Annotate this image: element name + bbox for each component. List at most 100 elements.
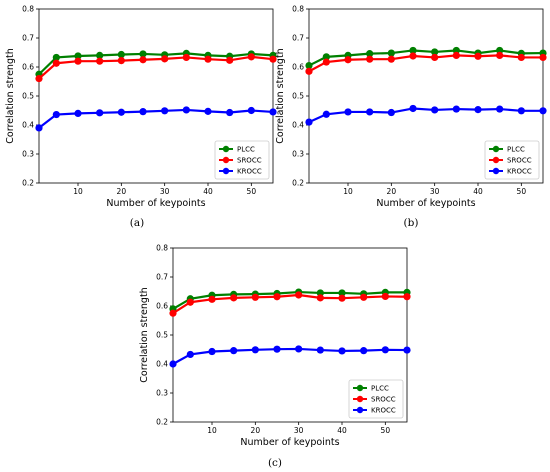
- chart-panel-b: 0.2 0.3 0.4 0.5 0.6 0.7 0.8 10 20 30 40 50 Number of…: [275, 5, 547, 229]
- data-point-plcc: [366, 50, 374, 58]
- data-point-krocc: [517, 107, 525, 115]
- y-tick-label: 0.6: [156, 302, 168, 311]
- data-point-srocc: [366, 55, 374, 63]
- data-point-plcc: [431, 48, 439, 56]
- data-point-krocc: [251, 346, 259, 354]
- legend-marker-srocc: [222, 156, 230, 164]
- x-tick-label: 10: [343, 187, 353, 196]
- data-point-krocc: [186, 350, 194, 359]
- data-point-krocc: [295, 345, 303, 353]
- legend-label-krocc: KROCC: [507, 168, 532, 176]
- data-point-srocc: [117, 57, 125, 65]
- y-tick-label: 0.3: [22, 150, 34, 159]
- x-axis-label: Number of keypoints: [376, 198, 475, 209]
- y-tick-label: 0.3: [156, 389, 168, 398]
- x-tick-label: 20: [117, 187, 127, 196]
- legend-marker-plcc: [356, 384, 364, 392]
- data-point-plcc: [409, 46, 417, 55]
- x-tick-label: 50: [247, 187, 257, 196]
- data-point-krocc: [403, 346, 411, 354]
- series-plcc: [35, 49, 277, 78]
- data-point-krocc: [344, 108, 352, 116]
- data-point-srocc: [35, 75, 43, 83]
- data-point-krocc: [366, 108, 374, 116]
- data-point-krocc: [161, 107, 169, 115]
- data-point-srocc: [269, 55, 277, 63]
- legend-marker-srocc: [492, 156, 500, 164]
- y-tick-label: 0.5: [156, 331, 168, 340]
- data-point-plcc: [96, 51, 104, 60]
- y-tick-label: 0.4: [292, 121, 304, 130]
- data-point-srocc: [273, 293, 281, 301]
- data-point-srocc: [322, 58, 330, 66]
- x-tick-label: 20: [251, 426, 261, 435]
- legend-label-krocc: KROCC: [237, 168, 262, 176]
- data-point-krocc: [452, 105, 460, 113]
- legend-label-plcc: PLCC: [371, 385, 389, 393]
- panel-caption: (c): [268, 457, 282, 469]
- data-point-plcc: [387, 49, 395, 57]
- data-point-srocc: [251, 293, 259, 301]
- data-point-krocc: [52, 110, 60, 119]
- data-point-krocc: [539, 107, 547, 115]
- legend-label-srocc: SROCC: [371, 396, 396, 404]
- data-point-srocc: [74, 57, 82, 65]
- legend: PLCC SROCC KROCC: [348, 379, 404, 419]
- data-point-plcc: [139, 50, 147, 58]
- data-point-srocc: [517, 53, 525, 62]
- data-point-krocc: [230, 347, 238, 355]
- data-point-srocc: [431, 53, 439, 62]
- data-point-plcc: [52, 53, 60, 62]
- data-point-srocc: [169, 309, 177, 317]
- x-tick-label: 40: [473, 187, 483, 196]
- x-tick-label: 10: [73, 187, 83, 196]
- x-axis-label: Number of keypoints: [240, 437, 339, 448]
- legend-marker-srocc: [356, 395, 364, 403]
- x-tick-label: 40: [337, 426, 347, 435]
- y-tick-label: 0.7: [292, 34, 304, 43]
- data-point-srocc: [182, 53, 190, 62]
- data-point-krocc: [338, 347, 346, 355]
- legend-marker-plcc: [492, 145, 500, 153]
- data-point-krocc: [381, 346, 389, 354]
- y-tick-label: 0.5: [22, 92, 34, 101]
- panel-caption: (a): [130, 217, 144, 229]
- data-point-srocc: [316, 294, 324, 302]
- x-tick-label: 30: [294, 426, 304, 435]
- y-tick-label: 0.2: [156, 418, 168, 427]
- legend-marker-krocc: [356, 406, 364, 414]
- y-tick-label: 0.6: [292, 63, 304, 72]
- y-tick-label: 0.6: [22, 63, 34, 72]
- data-point-plcc: [338, 289, 346, 297]
- legend-label-krocc: KROCC: [371, 407, 396, 415]
- x-axis-label: Number of keypoints: [106, 198, 205, 209]
- series-krocc: [169, 345, 411, 368]
- legend-label-srocc: SROCC: [237, 157, 262, 165]
- y-tick-label: 0.7: [22, 34, 34, 43]
- data-point-krocc: [117, 108, 125, 116]
- data-point-srocc: [360, 293, 368, 301]
- data-point-krocc: [360, 347, 368, 355]
- data-point-plcc: [316, 289, 324, 297]
- legend-label-srocc: SROCC: [507, 157, 532, 165]
- y-tick-label: 0.3: [292, 150, 304, 159]
- data-point-krocc: [474, 106, 482, 114]
- data-point-srocc: [139, 56, 147, 64]
- series-line-krocc: [172, 347, 408, 365]
- x-tick-label: 50: [517, 187, 527, 196]
- data-point-krocc: [496, 105, 504, 113]
- legend-marker-plcc: [222, 145, 230, 153]
- series-line-srocc: [172, 293, 408, 315]
- y-tick-label: 0.8: [156, 244, 168, 253]
- data-point-krocc: [305, 118, 313, 126]
- y-axis-label: Correlation strength: [139, 287, 150, 382]
- data-point-plcc: [322, 53, 330, 61]
- series-line-plcc: [308, 49, 544, 67]
- data-point-krocc: [226, 108, 234, 117]
- legend-marker-krocc: [492, 167, 500, 175]
- data-point-srocc: [474, 52, 482, 60]
- x-tick-label: 20: [387, 187, 397, 196]
- x-tick-label: 40: [203, 187, 213, 196]
- data-point-srocc: [161, 55, 169, 63]
